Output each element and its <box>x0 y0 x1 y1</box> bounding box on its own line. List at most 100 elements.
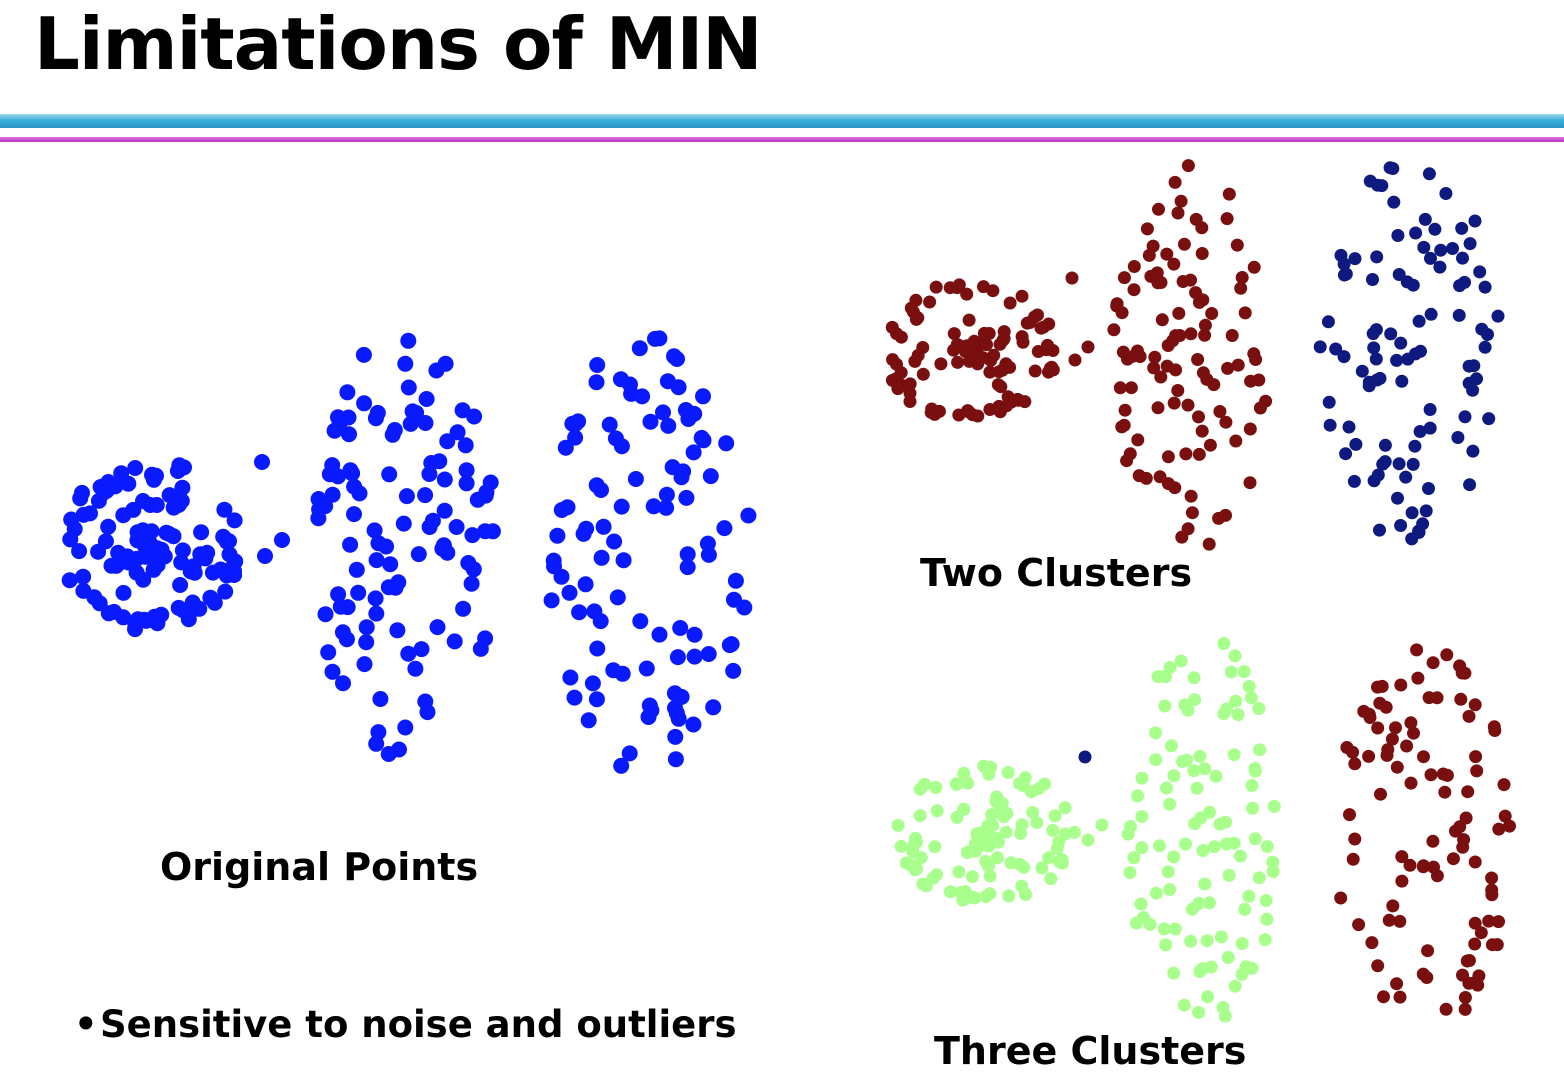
original-point <box>145 561 162 578</box>
two-clusters-point <box>1169 329 1183 343</box>
original-point <box>593 549 610 566</box>
two-clusters-point <box>1362 375 1376 389</box>
two-clusters-point <box>1405 532 1419 546</box>
original-point <box>588 374 605 391</box>
three-clusters-point <box>1213 817 1227 831</box>
three-clusters-point <box>1411 671 1425 685</box>
original-point <box>673 469 690 486</box>
three-clusters-point <box>1417 859 1430 873</box>
original-point <box>718 435 735 452</box>
two-clusters-point <box>1394 519 1408 532</box>
original-point <box>174 479 191 496</box>
two-clusters-point <box>1235 271 1249 284</box>
three-clusters-point <box>1440 648 1454 662</box>
three-clusters-point <box>1217 637 1231 650</box>
two-clusters-point <box>1221 361 1235 375</box>
three-clusters-point <box>1404 776 1418 790</box>
two-clusters-point <box>1259 394 1273 408</box>
original-point <box>212 561 229 578</box>
three-clusters-point <box>1127 851 1141 865</box>
two-clusters-point <box>1446 242 1459 255</box>
original-point <box>216 501 233 518</box>
two-clusters-point <box>1181 398 1195 412</box>
original-point <box>623 385 640 402</box>
three-clusters-point <box>1458 991 1472 1004</box>
original-point <box>725 662 742 679</box>
two-clusters-point <box>997 332 1011 345</box>
two-clusters-point <box>1192 447 1206 461</box>
original-point <box>566 689 583 706</box>
two-clusters-point <box>1355 364 1369 378</box>
two-clusters-point <box>1191 353 1205 366</box>
two-clusters-point <box>1171 206 1185 220</box>
two-clusters-point <box>1384 327 1398 341</box>
original-point <box>324 663 341 680</box>
three-clusters-point <box>913 782 927 796</box>
three-clusters-point <box>1267 799 1281 813</box>
two-clusters-point <box>1482 412 1496 426</box>
two-clusters-point <box>1428 222 1442 236</box>
two-clusters-point <box>1153 470 1167 484</box>
two-clusters-point <box>1247 260 1261 274</box>
original-point <box>463 575 480 592</box>
three-clusters-point <box>1394 678 1408 692</box>
original-point <box>192 546 209 563</box>
bullet-marker: • <box>74 1003 98 1046</box>
three-clusters-point <box>1454 692 1468 706</box>
original-point <box>115 584 132 601</box>
two-clusters-point <box>1423 421 1437 435</box>
two-clusters-point <box>1065 271 1079 285</box>
two-clusters-point <box>1184 273 1197 287</box>
original-point <box>424 512 441 529</box>
two-clusters-point <box>1117 271 1131 285</box>
two-clusters-point <box>1042 317 1056 331</box>
original-point <box>326 422 343 439</box>
three-clusters-point <box>1498 809 1512 823</box>
two-clusters-point <box>1000 399 1014 413</box>
original-point <box>274 532 290 548</box>
original-point <box>736 599 753 616</box>
two-clusters-point <box>1466 383 1480 397</box>
three-clusters-point <box>1485 888 1499 902</box>
two-clusters-point <box>1456 251 1469 265</box>
two-clusters-point <box>1473 265 1487 279</box>
original-point <box>148 497 165 513</box>
original-point <box>685 716 702 733</box>
three-clusters-point <box>916 877 930 891</box>
original-point <box>320 644 337 661</box>
three-clusters-point <box>1209 769 1223 783</box>
two-clusters-point <box>1394 336 1408 350</box>
two-clusters-point <box>1171 384 1185 397</box>
three-clusters-point <box>965 870 979 884</box>
two-clusters-point <box>1434 243 1448 257</box>
two-clusters-point <box>1189 286 1203 300</box>
three-clusters-point <box>1460 954 1474 968</box>
three-clusters-point <box>1081 833 1095 847</box>
original-point <box>254 454 270 470</box>
original-point <box>71 543 88 560</box>
two-clusters-point <box>1023 316 1037 329</box>
original-point <box>721 637 738 654</box>
three-clusters-point <box>1410 643 1424 657</box>
two-clusters-point <box>1467 359 1481 373</box>
original-point <box>658 486 675 503</box>
original-point <box>601 416 618 433</box>
original-point <box>100 474 117 490</box>
original-point <box>368 605 385 622</box>
original-point <box>129 611 146 628</box>
original-point <box>588 691 605 708</box>
three-clusters-point <box>952 865 966 879</box>
original-point <box>658 499 675 516</box>
three-clusters-point <box>1167 850 1181 864</box>
original-point <box>372 691 389 707</box>
two-clusters-point <box>1238 306 1252 320</box>
three-clusters-point <box>1403 858 1417 872</box>
three-clusters-point <box>1179 837 1192 851</box>
original-point <box>321 466 338 483</box>
three-clusters-point <box>1242 889 1256 903</box>
original-point <box>418 391 435 407</box>
original-point <box>398 488 415 505</box>
two-clusters-point <box>1003 296 1017 310</box>
two-clusters-point <box>1417 240 1431 254</box>
three-clusters-point <box>1044 872 1058 886</box>
